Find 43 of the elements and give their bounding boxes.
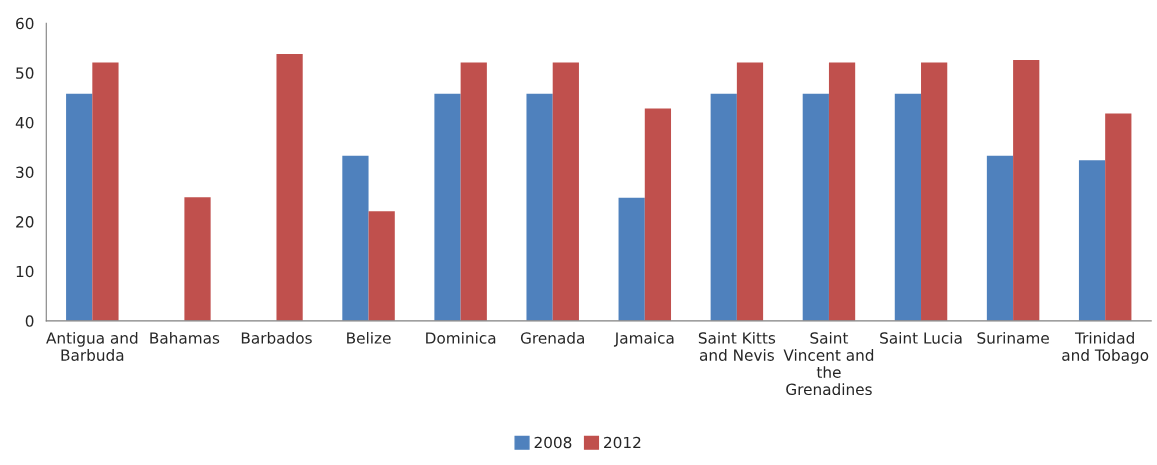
y-tick-label: 10 (16, 265, 34, 278)
x-tick-label: Bahamas (150, 331, 220, 344)
bar (736, 62, 764, 321)
bar (92, 62, 119, 321)
bar (986, 155, 1014, 321)
x-tick-label: Dominica (426, 331, 496, 344)
x-tick-label: Saint Vincent and the Grenadines (783, 331, 874, 396)
x-tick-label: Belize (347, 331, 391, 344)
y-tick-label: 40 (15, 116, 34, 129)
bar (1078, 160, 1106, 321)
bar (552, 62, 579, 321)
bar (828, 62, 856, 321)
y-tick-label: 50 (16, 67, 34, 79)
bar (710, 93, 737, 321)
bar (802, 93, 829, 321)
y-tick-label: 20 (16, 216, 34, 228)
x-tick-label: Trinidad and Tobago (1062, 331, 1149, 364)
bar (184, 197, 211, 321)
legend-label: 2008 (534, 436, 572, 449)
x-tick-label: Jamaica (613, 331, 674, 347)
x-tick-label: Saint Lucia (880, 331, 962, 344)
bar (894, 93, 922, 321)
bar (526, 93, 553, 321)
bar (368, 211, 395, 321)
bar (921, 62, 948, 321)
x-tick-label: Barbados (241, 331, 312, 344)
bar (1013, 59, 1040, 321)
bar (618, 197, 645, 321)
bar (66, 93, 93, 321)
legend-label: 2012 (604, 436, 641, 449)
y-tick-label: 0 (25, 315, 34, 327)
bar (1105, 113, 1132, 321)
x-tick-label: Antigua and Barbuda (46, 331, 138, 361)
x-tick-label: Saint Kitts and Nevis (698, 331, 776, 361)
y-tick-label: 30 (16, 166, 34, 179)
bar (644, 108, 672, 321)
bar (460, 62, 487, 321)
x-tick-label: Suriname (977, 331, 1049, 344)
bar (276, 54, 303, 321)
bar (342, 155, 369, 321)
x-tick-label: Grenada (520, 331, 584, 344)
y-tick-label: 60 (16, 17, 34, 30)
bar (434, 93, 461, 321)
